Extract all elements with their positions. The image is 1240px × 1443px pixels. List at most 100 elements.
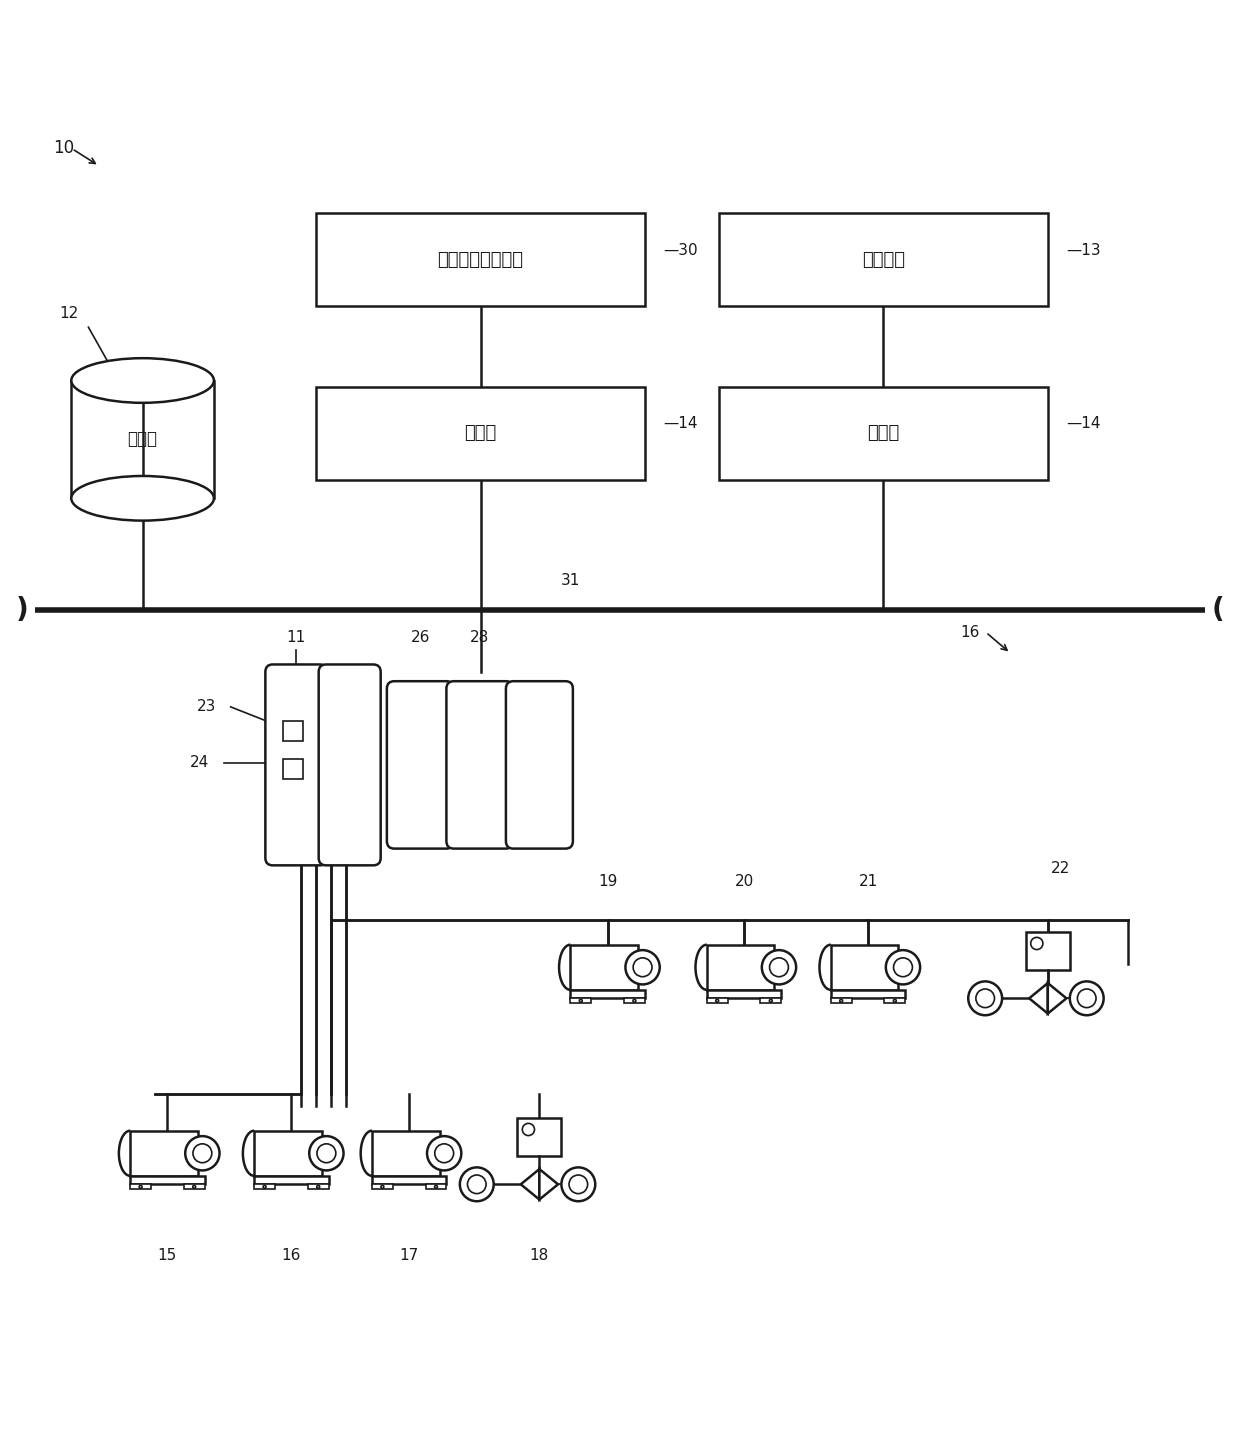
Bar <box>283 722 303 742</box>
Circle shape <box>769 1000 773 1003</box>
Circle shape <box>522 1124 534 1136</box>
Text: 15: 15 <box>157 1248 177 1264</box>
Circle shape <box>263 1185 267 1188</box>
Circle shape <box>316 1185 320 1188</box>
Bar <box>831 945 899 990</box>
Circle shape <box>976 988 994 1007</box>
Circle shape <box>309 1136 343 1170</box>
Text: 26: 26 <box>410 629 430 645</box>
Bar <box>425 1185 446 1189</box>
Text: 图形显示应用程序: 图形显示应用程序 <box>438 251 523 268</box>
Text: —30: —30 <box>663 242 698 258</box>
Text: 16: 16 <box>281 1248 301 1264</box>
Bar <box>316 214 645 306</box>
Bar <box>831 999 852 1003</box>
Bar <box>283 759 303 779</box>
Circle shape <box>1078 988 1096 1007</box>
Bar <box>372 1185 393 1189</box>
Circle shape <box>562 1167 595 1201</box>
Circle shape <box>317 1144 336 1163</box>
Bar <box>316 387 645 479</box>
Circle shape <box>460 1167 494 1201</box>
Text: 工作站: 工作站 <box>464 424 497 442</box>
Bar <box>570 990 645 999</box>
Bar <box>372 1176 446 1185</box>
Text: 28: 28 <box>470 629 490 645</box>
Polygon shape <box>1029 983 1048 1013</box>
Circle shape <box>185 1136 219 1170</box>
FancyBboxPatch shape <box>506 681 573 848</box>
Text: 23: 23 <box>196 700 216 714</box>
Text: 数据库: 数据库 <box>128 430 157 449</box>
Bar <box>707 990 781 999</box>
Bar <box>570 945 639 990</box>
Text: (: ( <box>1211 596 1224 623</box>
Bar <box>130 1131 198 1176</box>
Text: —13: —13 <box>1066 242 1101 258</box>
Circle shape <box>569 1175 588 1193</box>
Bar <box>517 1118 562 1156</box>
Polygon shape <box>539 1169 558 1199</box>
Text: 18: 18 <box>529 1248 549 1264</box>
Bar <box>707 999 728 1003</box>
FancyBboxPatch shape <box>319 664 381 866</box>
Bar <box>884 999 905 1003</box>
Text: —14: —14 <box>663 417 698 431</box>
Circle shape <box>625 949 660 984</box>
Text: 19: 19 <box>598 873 618 889</box>
Text: 22: 22 <box>1050 861 1070 876</box>
Circle shape <box>839 1000 843 1003</box>
Ellipse shape <box>71 358 213 403</box>
Circle shape <box>770 958 789 977</box>
Circle shape <box>193 1144 212 1163</box>
Bar <box>760 999 781 1003</box>
Text: 用户界面: 用户界面 <box>862 251 905 268</box>
Circle shape <box>968 981 1002 1016</box>
Text: 16: 16 <box>960 625 980 639</box>
Bar <box>719 387 1048 479</box>
Circle shape <box>579 1000 583 1003</box>
Bar <box>130 1185 151 1189</box>
Circle shape <box>894 958 913 977</box>
Text: ): ) <box>16 596 29 623</box>
Bar <box>254 1131 322 1176</box>
Circle shape <box>634 958 652 977</box>
Circle shape <box>467 1175 486 1193</box>
Circle shape <box>632 1000 636 1003</box>
Circle shape <box>885 949 920 984</box>
Bar <box>130 1176 205 1185</box>
Polygon shape <box>1048 983 1066 1013</box>
Bar <box>184 1185 205 1189</box>
Circle shape <box>381 1185 384 1188</box>
Ellipse shape <box>71 476 213 521</box>
Bar <box>372 1131 440 1176</box>
Text: 工作站: 工作站 <box>867 424 900 442</box>
Text: 31: 31 <box>560 573 580 587</box>
Circle shape <box>761 949 796 984</box>
Circle shape <box>434 1185 438 1188</box>
Polygon shape <box>521 1169 539 1199</box>
Circle shape <box>435 1144 454 1163</box>
Circle shape <box>139 1185 143 1188</box>
Circle shape <box>427 1136 461 1170</box>
Bar <box>624 999 645 1003</box>
Bar <box>254 1185 275 1189</box>
Bar <box>1025 932 1070 970</box>
Text: 21: 21 <box>858 873 878 889</box>
FancyBboxPatch shape <box>387 681 454 848</box>
Text: 10: 10 <box>53 139 74 157</box>
Bar <box>570 999 591 1003</box>
Circle shape <box>1030 938 1043 949</box>
Bar <box>707 945 775 990</box>
Bar <box>308 1185 329 1189</box>
Text: 24: 24 <box>190 755 210 771</box>
Text: —14: —14 <box>1066 417 1101 431</box>
FancyBboxPatch shape <box>265 664 327 866</box>
Circle shape <box>893 1000 897 1003</box>
Text: 12: 12 <box>60 306 78 320</box>
Circle shape <box>192 1185 196 1188</box>
Text: 17: 17 <box>399 1248 419 1264</box>
FancyBboxPatch shape <box>446 681 513 848</box>
Text: 20: 20 <box>734 873 754 889</box>
Bar <box>831 990 905 999</box>
